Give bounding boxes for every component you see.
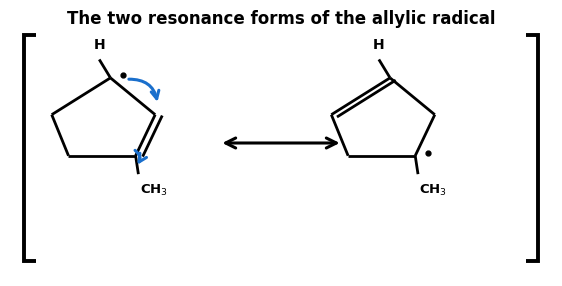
Text: The two resonance forms of the allylic radical: The two resonance forms of the allylic r… bbox=[67, 10, 495, 28]
Text: CH$_3$: CH$_3$ bbox=[139, 183, 167, 198]
Text: H: H bbox=[93, 38, 105, 52]
Text: H: H bbox=[373, 38, 384, 52]
Text: CH$_3$: CH$_3$ bbox=[419, 183, 447, 198]
